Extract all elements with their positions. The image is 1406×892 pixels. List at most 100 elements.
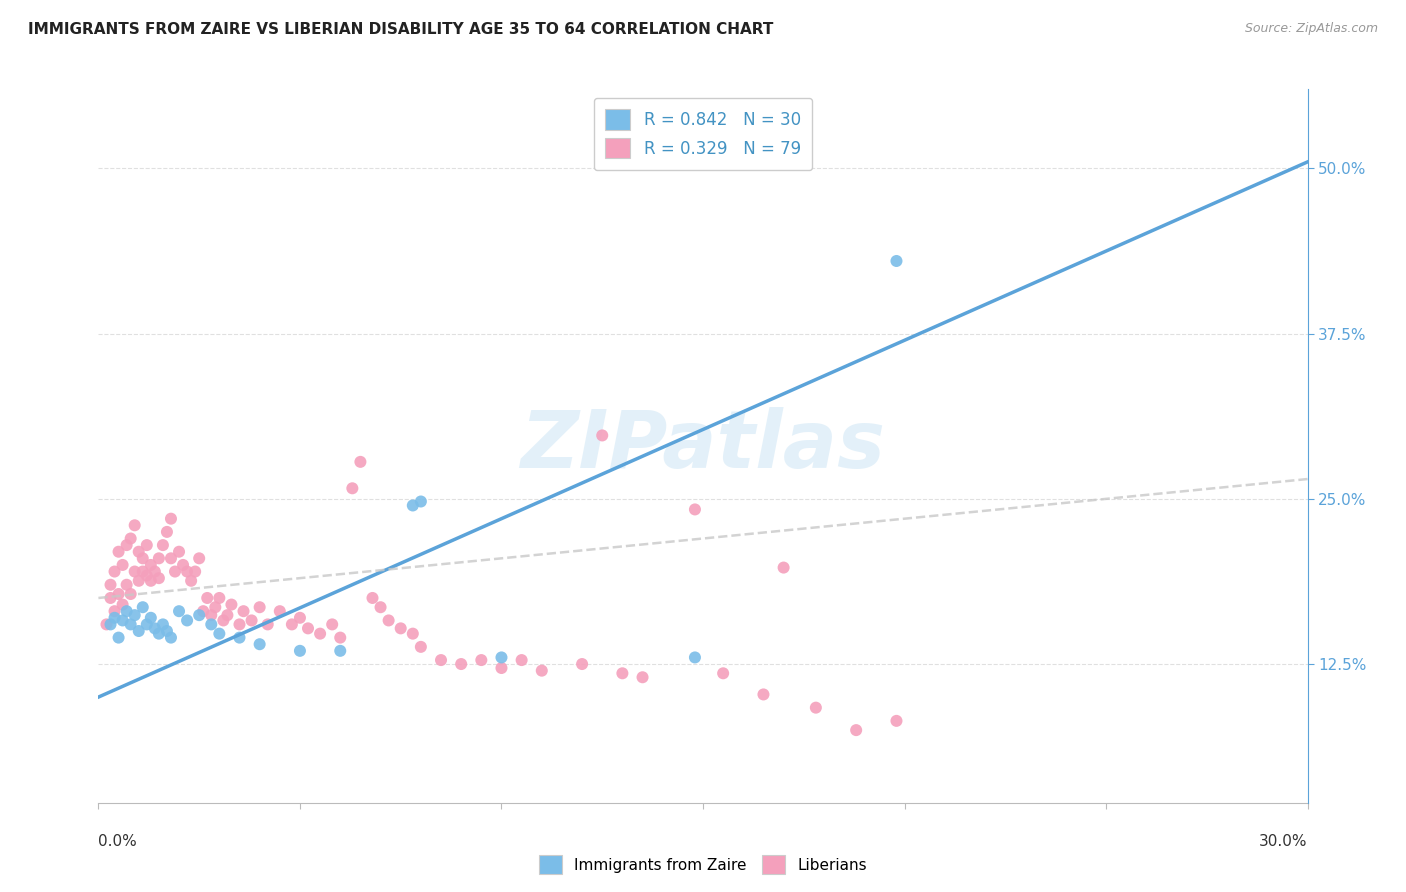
Point (200, 617, 222, 632)
Point (160, 631, 183, 645)
Point (124, 608, 146, 623)
Point (184, 565, 207, 579)
Point (163, 565, 186, 579)
Point (772, 560, 794, 574)
Point (281, 617, 304, 632)
Point (256, 617, 278, 632)
Point (139, 574, 162, 588)
Point (321, 617, 343, 632)
Text: 0.0%: 0.0% (98, 834, 138, 849)
Point (139, 558, 162, 572)
Point (160, 511, 183, 525)
Point (135, 538, 157, 552)
Point (510, 653, 533, 667)
Point (297, 621, 319, 635)
Point (172, 558, 194, 572)
Point (188, 608, 211, 623)
Point (132, 565, 155, 579)
Point (249, 637, 271, 651)
Point (195, 591, 218, 605)
Point (100, 591, 122, 605)
Point (124, 518, 146, 533)
Point (208, 626, 231, 640)
Point (148, 626, 170, 640)
Point (329, 631, 352, 645)
Point (402, 626, 425, 640)
Point (361, 591, 384, 605)
Point (249, 600, 271, 615)
Point (329, 644, 352, 658)
Point (491, 661, 513, 675)
Point (176, 614, 198, 628)
Text: ZIPatlas: ZIPatlas (520, 407, 886, 485)
Point (288, 611, 311, 625)
Point (845, 723, 868, 738)
Text: Source: ZipAtlas.com: Source: ZipAtlas.com (1244, 22, 1378, 36)
Point (711, 666, 734, 681)
Point (120, 587, 142, 601)
Point (188, 551, 211, 566)
Point (160, 551, 183, 566)
Point (111, 614, 134, 628)
Point (349, 455, 371, 469)
Point (591, 428, 613, 442)
Point (530, 664, 553, 678)
Point (128, 624, 150, 638)
Point (143, 565, 166, 579)
Point (309, 626, 332, 640)
Point (193, 604, 215, 618)
Point (228, 617, 250, 632)
Point (156, 524, 179, 539)
Point (886, 254, 908, 268)
Point (232, 604, 254, 618)
Point (450, 657, 472, 671)
Point (103, 611, 125, 625)
Point (683, 502, 706, 516)
Point (204, 600, 226, 615)
Point (612, 666, 634, 681)
Point (200, 608, 222, 623)
Point (228, 631, 250, 645)
Point (115, 578, 138, 592)
Point (107, 545, 129, 559)
Text: 30.0%: 30.0% (1260, 834, 1308, 849)
Point (470, 653, 492, 667)
Point (409, 494, 432, 508)
Point (288, 644, 311, 658)
Point (128, 574, 150, 588)
Point (100, 617, 122, 632)
Point (115, 538, 138, 552)
Point (107, 631, 129, 645)
Point (132, 600, 155, 615)
Point (342, 481, 364, 495)
Point (217, 608, 239, 623)
Point (180, 574, 202, 588)
Point (111, 598, 134, 612)
Point (111, 558, 134, 572)
Point (148, 571, 170, 585)
Point (402, 499, 425, 513)
Point (886, 714, 908, 728)
Point (240, 614, 263, 628)
Point (176, 565, 198, 579)
Point (683, 650, 706, 665)
Point (167, 545, 190, 559)
Point (120, 617, 142, 632)
Point (491, 650, 513, 665)
Point (804, 700, 827, 714)
Point (124, 565, 146, 579)
Point (212, 614, 235, 628)
Point (132, 551, 155, 566)
Point (139, 611, 162, 625)
Point (100, 578, 122, 592)
Point (152, 538, 174, 552)
Point (152, 617, 174, 632)
Point (221, 598, 243, 612)
Point (148, 551, 170, 566)
Point (269, 604, 291, 618)
Point (377, 614, 399, 628)
Text: IMMIGRANTS FROM ZAIRE VS LIBERIAN DISABILITY AGE 35 TO 64 CORRELATION CHART: IMMIGRANTS FROM ZAIRE VS LIBERIAN DISABI… (28, 22, 773, 37)
Point (409, 640, 432, 654)
Point (135, 568, 157, 582)
Point (571, 657, 593, 671)
